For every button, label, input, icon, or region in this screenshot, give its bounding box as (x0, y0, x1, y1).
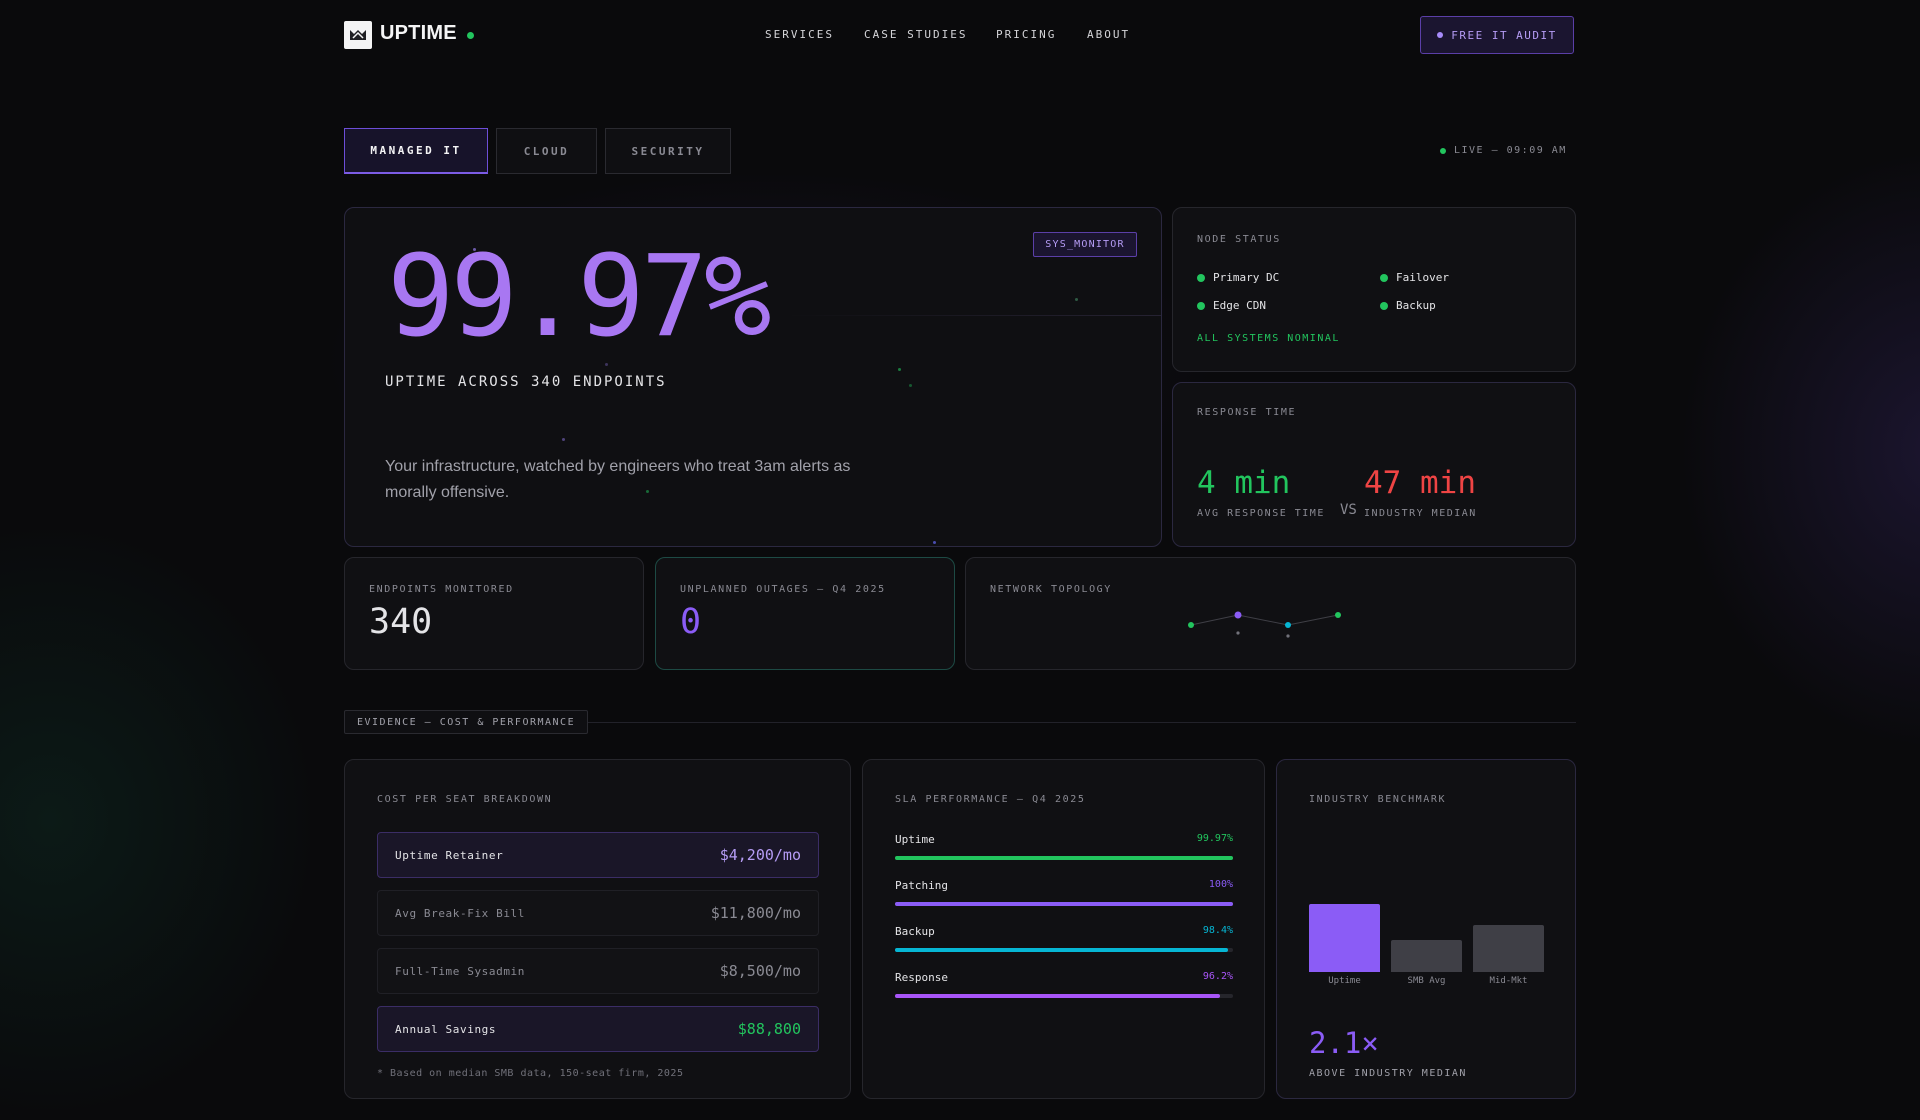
sla-progress-track (895, 994, 1233, 998)
topology-node-icon (1286, 634, 1290, 638)
cta-dot-icon (1437, 32, 1444, 38)
benchmark-bar-smb-avg (1391, 939, 1462, 972)
network-topology-card: NETWORK TOPOLOGY (965, 557, 1576, 670)
systems-nominal-status: ALL SYSTEMS NOMINAL (1197, 333, 1340, 344)
sla-progress-fill (895, 948, 1228, 952)
tab-security[interactable]: SECURITY (605, 128, 731, 174)
sla-row-patching: Patching 100% (895, 879, 1233, 906)
sla-progress-fill (895, 994, 1221, 998)
sla-row-percentage: 96.2% (1202, 971, 1233, 982)
nav-link-about[interactable]: ABOUT (1087, 28, 1131, 41)
industry-response-label: INDUSTRY MEDIAN (1364, 508, 1477, 519)
sla-performance-panel: SLA PERFORMANCE — Q4 2025 Uptime 99.97% Pa… (862, 759, 1265, 1099)
sla-progress-track (895, 948, 1233, 952)
sla-row-label: Response (895, 971, 948, 984)
topology-node-icon (1188, 622, 1194, 628)
benchmark-bar-uptime (1309, 904, 1380, 972)
topology-label: NETWORK TOPOLOGY (990, 584, 1112, 595)
sla-row-label: Patching (895, 879, 948, 892)
tab-managed-it[interactable]: MANAGED IT (344, 128, 488, 174)
topology-node-icon (1234, 611, 1242, 619)
cost-row-uptime-retainer: Uptime Retainer $4,200/mo (377, 832, 819, 878)
benchmark-bar-label: SMB Avg (1407, 976, 1446, 986)
outages-value: 0 (680, 602, 702, 642)
status-dot-icon (1380, 273, 1388, 282)
live-clock: LIVE — 09:09 AM (1440, 145, 1567, 156)
topology-node-icon (1236, 631, 1240, 635)
response-time-title: RESPONSE TIME (1197, 407, 1297, 418)
benchmark-bar-mid-mkt (1473, 925, 1544, 972)
sla-progress-track (895, 856, 1233, 860)
live-label: LIVE — 09:09 AM (1454, 145, 1567, 156)
cost-row-annual-savings: Annual Savings $88,800 (377, 1006, 819, 1052)
node-status-title: NODE STATUS (1197, 234, 1281, 245)
topology-node-icon (1335, 612, 1341, 618)
sla-row-response: Response 96.2% (895, 971, 1233, 998)
avg-response-label: AVG RESPONSE TIME (1197, 508, 1325, 519)
outages-label: UNPLANNED OUTAGES — Q4 2025 (680, 584, 886, 595)
industry-response-value: 47 min (1364, 465, 1476, 501)
response-time-panel: RESPONSE TIME 4 min AVG RESPONSE TIME VS… (1172, 382, 1576, 547)
brand-status-dot (467, 32, 474, 39)
cta-label: FREE IT AUDIT (1451, 28, 1557, 42)
sla-progress-fill (895, 902, 1233, 906)
free-it-audit-button[interactable]: FREE IT AUDIT (1420, 16, 1574, 54)
sla-row-percentage: 100% (1208, 879, 1233, 890)
node-edge-cdn: Edge CDN (1197, 299, 1266, 312)
topology-node-icon (1285, 622, 1291, 628)
node-primary-dc: Primary DC (1197, 271, 1279, 284)
node-status-panel: NODE STATUS Primary DC Failover Edge CDN… (1172, 207, 1576, 372)
hero-subtitle: UPTIME ACROSS 340 ENDPOINTS (385, 374, 667, 390)
benchmark-bar-label: Uptime (1328, 976, 1361, 986)
vs-label: VS (1340, 502, 1357, 518)
sla-row-percentage: 98.4% (1202, 925, 1233, 936)
sys-monitor-badge: SYS_MONITOR (1033, 232, 1137, 257)
benchmark-bar-label: Mid-Mkt (1489, 976, 1528, 986)
unplanned-outages-card: UNPLANNED OUTAGES — Q4 2025 0 (655, 557, 955, 670)
cost-breakdown-panel: COST PER SEAT BREAKDOWN Uptime Retainer … (344, 759, 851, 1099)
sla-row-label: Backup (895, 925, 935, 938)
status-dot-icon (1197, 301, 1205, 310)
brand-name[interactable]: UPTIME (380, 22, 457, 44)
node-backup: Backup (1380, 299, 1436, 312)
logo-icon[interactable] (344, 21, 372, 49)
benchmark-title: INDUSTRY BENCHMARK (1309, 794, 1447, 805)
endpoints-value: 340 (369, 602, 433, 642)
cost-breakdown-title: COST PER SEAT BREAKDOWN (377, 794, 553, 805)
avg-response-value: 4 min (1197, 465, 1291, 501)
live-dot-icon (1440, 147, 1446, 154)
nav-link-case-studies[interactable]: CASE STUDIES (864, 28, 968, 41)
sla-row-uptime: Uptime 99.97% (895, 833, 1233, 860)
tab-cloud[interactable]: CLOUD (496, 128, 597, 174)
hero-uptime-panel: SYS_MONITOR 99.97% UPTIME ACROSS 340 END… (344, 207, 1162, 547)
evidence-section-tag: EVIDENCE — COST & PERFORMANCE (344, 710, 589, 734)
nav-link-services[interactable]: SERVICES (765, 28, 834, 41)
status-dot-icon (1380, 301, 1388, 310)
network-topology-graph (1188, 611, 1341, 638)
benchmark-caption: ABOVE INDUSTRY MEDIAN (1309, 1068, 1467, 1079)
sla-title: SLA PERFORMANCE — Q4 2025 (895, 794, 1086, 805)
status-dot-icon (1197, 273, 1205, 282)
cost-footnote: * Based on median SMB data, 150-seat fir… (377, 1068, 684, 1079)
cost-row-sysadmin: Full-Time Sysadmin $8,500/mo (377, 948, 819, 994)
endpoints-label: ENDPOINTS MONITORED (369, 584, 514, 595)
industry-benchmark-panel: INDUSTRY BENCHMARK Uptime SMB Avg Mid-Mkt … (1276, 759, 1576, 1099)
node-failover: Failover (1380, 271, 1449, 284)
evidence-divider (588, 722, 1576, 723)
sla-row-label: Uptime (895, 833, 935, 846)
uptime-percentage: 99.97% (387, 232, 772, 362)
endpoints-monitored-card: ENDPOINTS MONITORED 340 (344, 557, 644, 670)
sla-progress-track (895, 902, 1233, 906)
sla-row-backup: Backup 98.4% (895, 925, 1233, 952)
cost-row-break-fix: Avg Break-Fix Bill $11,800/mo (377, 890, 819, 936)
nav-link-pricing[interactable]: PRICING (996, 28, 1057, 41)
hero-description: Your infrastructure, watched by engineer… (385, 458, 851, 501)
sla-progress-fill (895, 856, 1233, 860)
benchmark-multiplier: 2.1× (1309, 1026, 1379, 1060)
sla-row-percentage: 99.97% (1196, 833, 1233, 844)
